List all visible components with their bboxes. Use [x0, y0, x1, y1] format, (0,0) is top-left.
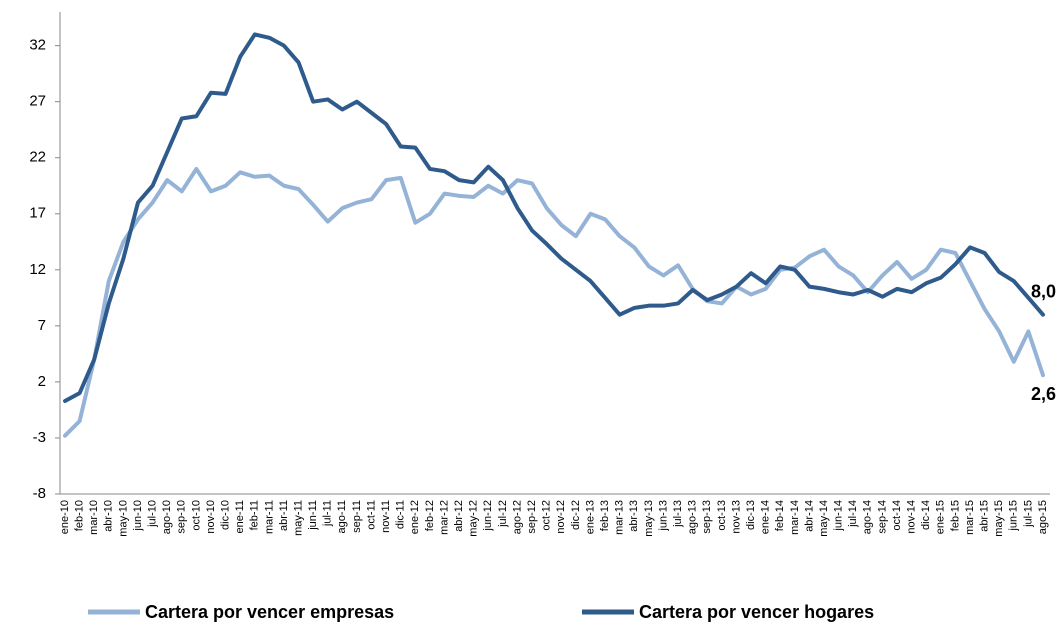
x-tick-label: oct-11 — [365, 500, 377, 530]
x-tick-label: jun-13 — [657, 500, 669, 532]
x-tick-label: mar-11 — [263, 500, 275, 534]
x-tick-label: feb-14 — [774, 500, 786, 531]
x-tick-label: sep-10 — [176, 500, 188, 534]
x-tick-label: feb-13 — [599, 500, 611, 531]
x-tick-label: oct-10 — [190, 500, 202, 531]
y-tick-label: 2 — [38, 373, 46, 390]
line-series — [63, 166, 1045, 438]
x-tick-label: feb-12 — [424, 500, 436, 531]
x-tick-label: mar-14 — [789, 500, 801, 535]
x-tick-label: ene-15 — [935, 500, 947, 534]
x-tick-label: mar-15 — [964, 500, 976, 535]
x-tick-label: may-11 — [292, 500, 304, 536]
x-tick-label: jun-12 — [482, 500, 494, 532]
x-tick-label: feb-15 — [949, 500, 961, 531]
x-tick-label: ene-10 — [59, 500, 71, 534]
x-tick-label: dic-13 — [745, 500, 757, 530]
x-tick-label: ago-14 — [862, 500, 874, 534]
x-tick-label: may-10 — [117, 500, 129, 537]
x-tick-label: abr-12 — [453, 500, 465, 532]
x-tick-label: dic-12 — [570, 500, 582, 530]
x-tick-label: may-13 — [643, 500, 655, 537]
x-tick-label: dic-11 — [395, 500, 407, 529]
x-tick-label: abr-13 — [628, 500, 640, 532]
x-tick-label: jun-15 — [1008, 500, 1020, 532]
x-tick-label: may-12 — [468, 500, 480, 537]
x-tick-label: dic-10 — [219, 500, 231, 530]
y-tick-label: 27 — [29, 93, 46, 110]
x-tick-label: abr-15 — [979, 500, 991, 532]
x-tick-label: feb-11 — [249, 500, 261, 530]
x-tick-label: abr-10 — [103, 500, 115, 532]
x-tick-label: sep-13 — [701, 500, 713, 534]
x-tick-label: nov-11 — [380, 500, 392, 533]
y-tick-label: 17 — [29, 205, 46, 222]
y-tick-label: 32 — [29, 37, 46, 54]
x-tick-label: ago-13 — [687, 500, 699, 534]
x-tick-label: ago-11 — [336, 500, 348, 533]
x-tick-label: ago-10 — [161, 500, 173, 534]
x-tick-label: jul-15 — [1022, 500, 1034, 528]
x-tick-label: nov-13 — [730, 500, 742, 534]
x-tick-label: ago-12 — [511, 500, 523, 534]
value-label: 8,0 — [1031, 281, 1056, 301]
legend-label: Cartera por vencer hogares — [639, 602, 874, 622]
x-tick-label: jul-10 — [146, 500, 158, 528]
x-tick-label: ene-13 — [584, 500, 596, 534]
x-tick-label: feb-10 — [74, 500, 86, 531]
x-tick-label: ene-12 — [409, 500, 421, 534]
x-tick-label: mar-13 — [614, 500, 626, 535]
legend-label: Cartera por vencer empresas — [145, 602, 394, 622]
x-tick-label: sep-14 — [876, 500, 888, 534]
x-tick-label: mar-12 — [438, 500, 450, 535]
x-tick-label: may-15 — [993, 500, 1005, 537]
x-tick-label: mar-10 — [88, 500, 100, 535]
y-tick-label: 7 — [38, 317, 46, 334]
x-tick-label: jul-11 — [322, 500, 334, 527]
x-tick-label: oct-13 — [716, 500, 728, 531]
x-tick-label: nov-12 — [555, 500, 567, 534]
x-tick-label: abr-14 — [803, 500, 815, 532]
x-tick-label: sep-11 — [351, 500, 363, 533]
y-tick-label: 22 — [29, 149, 46, 166]
x-tick-label: jul-12 — [497, 500, 509, 528]
x-tick-label: ene-11 — [234, 500, 246, 533]
x-tick-label: oct-14 — [891, 500, 903, 531]
x-tick-label: ago-15 — [1037, 500, 1049, 534]
line-series — [63, 32, 1045, 403]
y-tick-label: -8 — [33, 485, 46, 502]
y-tick-label: -3 — [33, 429, 46, 446]
x-tick-label: sep-12 — [526, 500, 538, 534]
x-tick-label: nov-10 — [205, 500, 217, 534]
x-tick-label: jul-14 — [847, 500, 859, 528]
x-tick-label: oct-12 — [541, 500, 553, 531]
value-label: 2,6 — [1031, 384, 1056, 404]
x-tick-label: jun-11 — [307, 500, 319, 531]
x-tick-label: abr-11 — [278, 500, 290, 531]
x-tick-label: dic-14 — [920, 500, 932, 530]
x-tick-label: jun-10 — [132, 500, 144, 532]
x-tick-label: nov-14 — [906, 500, 918, 534]
x-tick-label: jun-14 — [833, 500, 845, 532]
y-tick-label: 12 — [29, 261, 46, 278]
x-tick-label: may-14 — [818, 500, 830, 537]
x-tick-label: ene-14 — [760, 500, 772, 534]
x-tick-label: jul-13 — [672, 500, 684, 528]
